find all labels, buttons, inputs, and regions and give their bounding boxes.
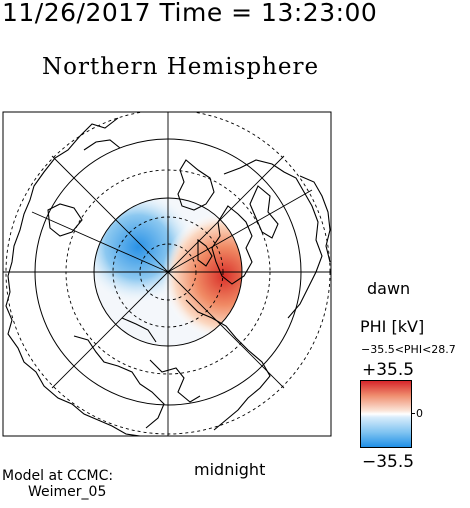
- model-credit-line1: Model at CCMC:: [2, 468, 114, 484]
- colorbar-zero-tick: [411, 413, 415, 414]
- colorbar-max-label: +35.5: [362, 360, 415, 380]
- midnight-label: midnight: [194, 460, 266, 479]
- map-frame: [2, 111, 332, 437]
- colorbar-zero-label: 0: [416, 407, 423, 420]
- positive-cell: [162, 212, 242, 340]
- potential-field: [94, 198, 242, 346]
- dawn-label: dawn: [367, 279, 411, 298]
- header-datetime: 11/26/2017 Time = 13:23:00: [2, 0, 378, 27]
- colorbar-min-label: −35.5: [362, 452, 415, 472]
- plot-title: Northern Hemisphere: [42, 54, 320, 80]
- polar-map: [2, 111, 332, 437]
- colorbar-range: −35.5<PHI<28.7: [361, 343, 456, 356]
- coastlines: [5, 117, 331, 436]
- colorbar-title: PHI [kV]: [360, 317, 425, 336]
- meridians: [3, 112, 331, 436]
- colorbar: [360, 380, 412, 448]
- model-credit-line2: Weimer_05: [28, 484, 107, 500]
